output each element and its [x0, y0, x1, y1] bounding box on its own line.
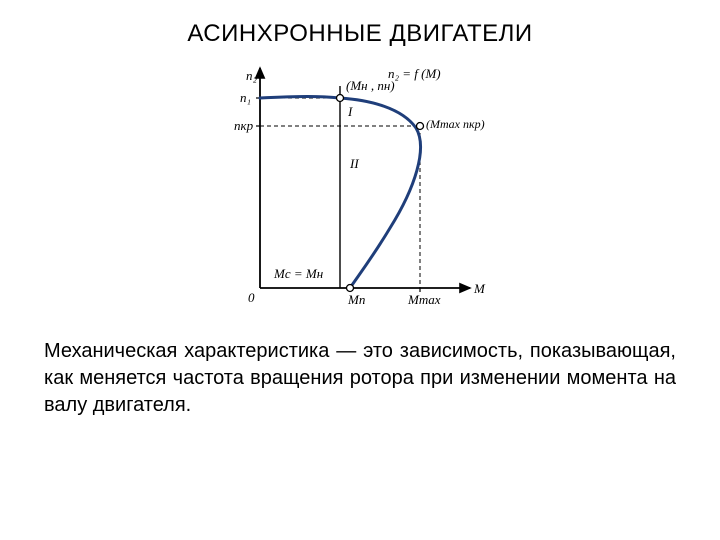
svg-text:nкр: nкр	[234, 118, 254, 133]
svg-text:(Mmax nкр): (Mmax nкр)	[426, 117, 485, 131]
svg-text:M: M	[473, 281, 486, 296]
svg-text:n₁: n₁	[240, 90, 251, 105]
svg-text:II: II	[349, 156, 359, 171]
caption-text: Механическая характеристика — это зависи…	[40, 338, 680, 419]
svg-text:0: 0	[248, 290, 255, 305]
svg-text:Mmax: Mmax	[407, 292, 441, 307]
svg-text:n₂: n₂	[246, 68, 258, 83]
svg-text:Mс = Mн: Mс = Mн	[273, 266, 323, 281]
svg-text:I: I	[347, 104, 353, 119]
mechanical-characteristic-diagram: n₂M0n₁nкр(Mн , nн)n₂ = f (M)(Mmax nкр)II…	[230, 58, 490, 318]
chart-container: n₂M0n₁nкр(Mн , nн)n₂ = f (M)(Mmax nкр)II…	[40, 58, 680, 318]
svg-text:n₂ = f (M): n₂ = f (M)	[388, 66, 441, 81]
page-title: АСИНХРОННЫЕ ДВИГАТЕЛИ	[40, 20, 680, 48]
svg-text:Mп: Mп	[347, 292, 365, 307]
